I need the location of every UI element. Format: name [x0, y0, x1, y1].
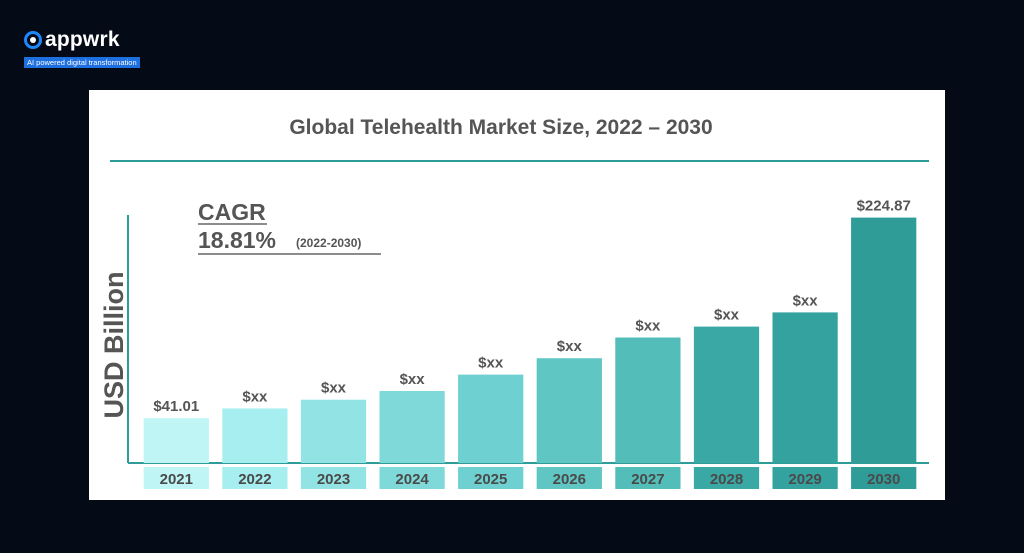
data-label-2026: $xx [557, 338, 583, 355]
bar-2025 [458, 374, 524, 463]
bar-2027 [615, 337, 681, 463]
tick-background-2028 [693, 467, 760, 489]
data-label-2030: $224.87 [857, 198, 911, 215]
x-tick-label-2030: 2030 [867, 471, 900, 488]
cagr-period: (2022-2030) [296, 236, 361, 250]
data-label-2023: $xx [321, 380, 347, 397]
y-axis-label: USD Billion [99, 272, 129, 419]
tick-background-2025 [458, 467, 524, 489]
x-tick-label-2029: 2029 [788, 471, 821, 488]
brand-tagline: AI powered digital transformation [24, 57, 140, 68]
x-tick-labels-group: 2021 2022 2023 2024 2025 2026 2027 2028 2029 2030 [143, 467, 917, 489]
x-tick-label-2022: 2022 [238, 471, 271, 488]
bars-group [143, 217, 917, 463]
data-label-2027: $xx [635, 318, 661, 335]
tick-background-2029 [772, 467, 838, 489]
x-tick-label-2027: 2027 [631, 471, 664, 488]
cagr-callout: CAGR 18.81% (2022-2030) [198, 199, 381, 255]
x-tick-label-2026: 2026 [553, 471, 586, 488]
brand-logo: appwrk AI powered digital transformation [24, 28, 144, 68]
data-label-2022: $xx [242, 388, 268, 405]
tick-background-2023 [300, 467, 367, 489]
data-labels-group: $41.01 $xx $xx $xx $xx $xx $xx $xx $xx $224.87 [153, 198, 910, 416]
bar-2021 [143, 418, 209, 463]
tick-background-2021 [143, 467, 209, 489]
bar-2030 [851, 217, 917, 463]
data-label-2024: $xx [400, 371, 426, 388]
bar-2029 [772, 312, 838, 463]
x-tick-label-2024: 2024 [395, 471, 429, 488]
x-tick-label-2025: 2025 [474, 471, 507, 488]
tick-background-2030 [851, 467, 917, 489]
data-label-2028: $xx [714, 307, 740, 324]
x-tick-label-2021: 2021 [160, 471, 193, 488]
data-label-2021: $41.01 [153, 398, 199, 415]
appwrk-logo-icon [24, 31, 42, 49]
chart-title: Global Telehealth Market Size, 2022 – 20… [289, 116, 712, 139]
brand-name: appwrk [45, 28, 120, 51]
tick-background-2027 [615, 467, 681, 489]
bar-2023 [300, 399, 367, 463]
x-tick-label-2028: 2028 [710, 471, 743, 488]
bar-2026 [536, 358, 602, 463]
bar-chart: Global Telehealth Market Size, 2022 – 20… [99, 116, 929, 489]
tick-background-2024 [379, 467, 445, 489]
x-tick-label-2023: 2023 [317, 471, 350, 488]
bar-2024 [379, 390, 445, 463]
tick-background-2026 [536, 467, 602, 489]
data-label-2025: $xx [478, 355, 504, 372]
chart-card: Global Telehealth Market Size, 2022 – 20… [89, 90, 945, 500]
data-label-2029: $xx [793, 292, 819, 309]
bar-2028 [693, 326, 760, 463]
bar-2022 [222, 408, 288, 463]
tick-background-2022 [222, 467, 288, 489]
cagr-label: CAGR [198, 199, 266, 225]
cagr-value: 18.81% [198, 227, 276, 253]
